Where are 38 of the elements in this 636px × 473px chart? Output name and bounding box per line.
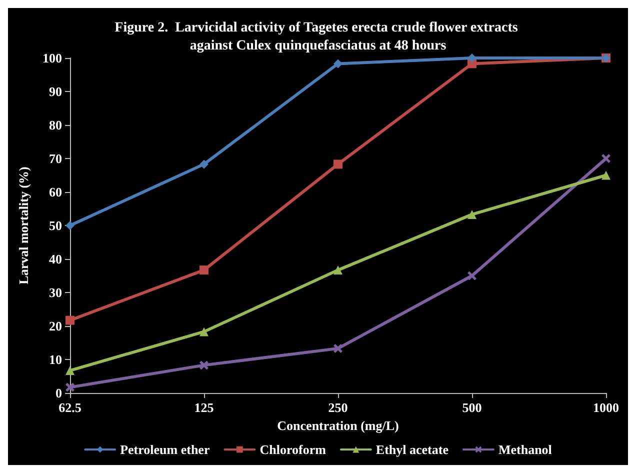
- point: [200, 360, 208, 370]
- y-tick-label: 40: [49, 252, 62, 266]
- y-tick-label: 90: [49, 84, 62, 99]
- point: [602, 154, 610, 163]
- legend-label: Chloroform: [260, 442, 326, 457]
- y-tick-label: 10: [49, 352, 62, 367]
- point: [334, 344, 342, 353]
- y-tick-label: 30: [49, 285, 62, 300]
- point: [468, 210, 476, 219]
- point: [334, 266, 342, 275]
- point: [602, 170, 610, 180]
- x-tick-label: 125: [194, 400, 214, 415]
- legend-label: Ethyl acetate: [376, 442, 449, 457]
- y-tick-label: 50: [49, 218, 62, 233]
- y-tick-label: 80: [49, 118, 62, 132]
- point: [468, 271, 476, 280]
- x-tick-label: 500: [462, 400, 482, 415]
- point: [66, 316, 74, 325]
- y-tick-label: 100: [42, 50, 62, 66]
- x-axis-title: Concentration (mg/L): [277, 418, 399, 433]
- point: [334, 160, 342, 169]
- x-tick-label: 1000: [593, 400, 619, 415]
- x-tick-label: 250: [328, 400, 348, 415]
- legend-label: Methanol: [498, 442, 552, 457]
- point: [66, 221, 74, 230]
- y-tick-label: 70: [49, 151, 62, 166]
- point: [200, 160, 208, 169]
- point: [200, 327, 208, 336]
- y-tick-label: 20: [49, 318, 62, 334]
- chart-title: Figure 2. Larvicidal activity of Tagetes erecta crude flower extracts against Culex quinquefasciatus at 48 hours: [114, 20, 522, 54]
- y-tick-label: 60: [49, 184, 62, 200]
- point: [66, 366, 74, 376]
- legend-label: Petroleum ether: [120, 442, 210, 457]
- point: [334, 59, 342, 68]
- x-tick-label: 62.5: [58, 400, 82, 415]
- y-tick-label: 0: [56, 386, 62, 400]
- y-axis-title: Larval mortality (%): [16, 166, 31, 284]
- point: [200, 266, 208, 275]
